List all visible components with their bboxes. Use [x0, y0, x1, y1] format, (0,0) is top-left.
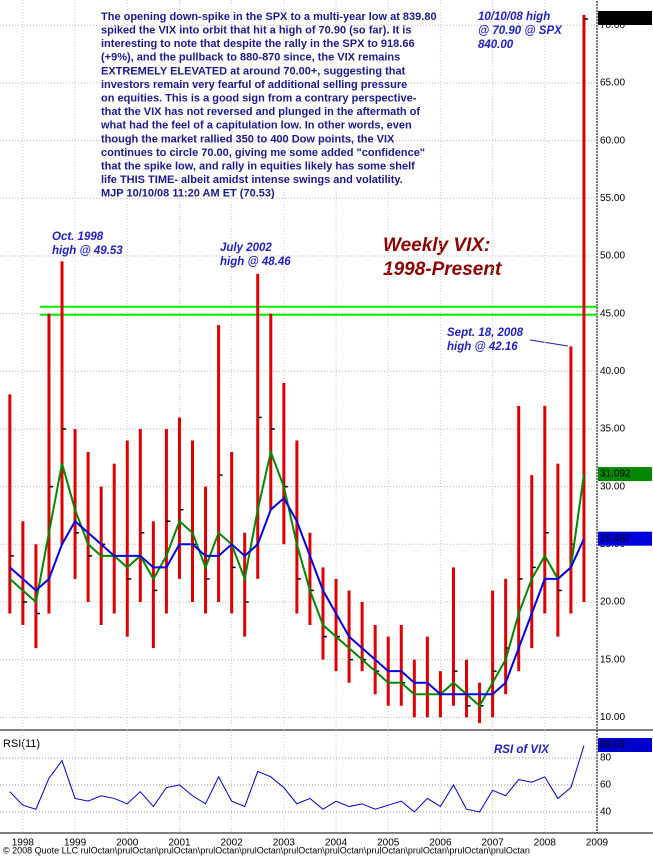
y-tick-label: 70.00	[600, 20, 625, 31]
commentary-line: EXTREMELY ELEVATED at around 70.00+, sug…	[101, 65, 406, 77]
annotation: @ 70.90 @ SPX	[478, 25, 563, 37]
commentary-line: (+9%), and the pullback to 880-870 since…	[101, 52, 400, 64]
y-tick-label: 50.00	[600, 251, 625, 262]
x-tick-label: 1999	[64, 838, 87, 849]
x-tick-label: 2009	[586, 838, 609, 849]
commentary-line: on equities. This is a good sign from a …	[101, 93, 417, 105]
commentary-line: spiked the VIX into orbit that hit a hig…	[101, 25, 411, 37]
commentary-line: The opening down-spike in the SPX to a m…	[101, 11, 437, 23]
annotation: high @ 42.16	[447, 341, 518, 353]
last-value-label: 31.092	[600, 469, 631, 480]
commentary-line: though the market rallied 350 to 400 Dow…	[101, 133, 395, 145]
y-tick-label: 60.00	[600, 135, 625, 146]
commentary-line: investors remain very fearful of additio…	[101, 79, 407, 91]
commentary-line: that the VIX has not reversed and plunge…	[101, 106, 420, 118]
annotation: high @ 49.53	[52, 245, 123, 257]
moving-average	[9, 448, 585, 708]
annotation: July 2002	[220, 242, 272, 254]
commentary-line: life THIS TIME- albeit amidst intense sw…	[101, 174, 403, 186]
x-tick-label: 2004	[325, 838, 348, 849]
last-value-label: 89.03	[600, 740, 625, 751]
commentary-line: interesting to note that despite the ral…	[101, 38, 415, 50]
y-tick-label: 35.00	[600, 424, 625, 435]
rsi-tick-label: 60	[600, 780, 612, 791]
last-value-box	[598, 467, 652, 482]
moving-average	[9, 496, 585, 696]
x-tick-label: 2006	[429, 838, 452, 849]
annotation-pointer	[529, 339, 569, 347]
chart-title: Weekly VIX:	[383, 235, 490, 256]
y-tick-label: 15.00	[600, 654, 625, 665]
last-value-box	[598, 11, 652, 25]
x-tick-label: 2005	[377, 838, 400, 849]
last-value-box	[598, 738, 652, 752]
y-tick-label: 45.00	[600, 308, 625, 319]
commentary-line: continues to circle 70.00, giving me som…	[101, 147, 425, 159]
annotation: Sept. 18, 2008	[447, 327, 524, 339]
rsi-tick-label: 80	[600, 753, 612, 764]
y-tick-label: 10.00	[600, 712, 625, 723]
rsi-title: RSI(11)	[3, 738, 40, 750]
footer: © 2008 Quote LLC rulOctan\prulOctan\prul…	[3, 845, 530, 855]
x-tick-label: 1998	[12, 838, 35, 849]
chart-subtitle: 1998-Present	[383, 259, 502, 280]
last-value-box	[598, 531, 652, 546]
rsi-line	[9, 745, 585, 813]
x-tick-label: 2007	[481, 838, 504, 849]
rsi-annotation: RSI of VIX	[494, 744, 550, 756]
annotation: high @ 48.46	[220, 256, 291, 268]
y-tick-label: 30.00	[600, 481, 625, 492]
commentary-line: MJP 10/10/08 11:20 AM ET (70.53)	[101, 188, 275, 200]
y-tick-label: 20.00	[600, 597, 625, 608]
y-tick-label: 40.00	[600, 366, 625, 377]
annotation: 840.00	[478, 39, 514, 51]
annotation: Oct. 1998	[52, 231, 104, 243]
x-tick-label: 2008	[534, 838, 557, 849]
y-tick-label: 55.00	[600, 193, 625, 204]
annotation: 10/10/08 high	[478, 11, 550, 23]
x-tick-label: 2002	[221, 838, 244, 849]
last-value-label: 70.55	[600, 13, 625, 24]
commentary-line: what had the feel of a capitulation low.…	[100, 120, 412, 132]
x-tick-label: 2000	[116, 838, 139, 849]
last-value-label: 25.487	[600, 533, 631, 544]
y-tick-label: 65.00	[600, 78, 625, 89]
x-tick-label: 2001	[168, 838, 191, 849]
commentary-line: that the spike low, and rally in equitie…	[101, 161, 415, 173]
x-tick-label: 2003	[273, 838, 296, 849]
rsi-tick-label: 40	[600, 807, 612, 818]
